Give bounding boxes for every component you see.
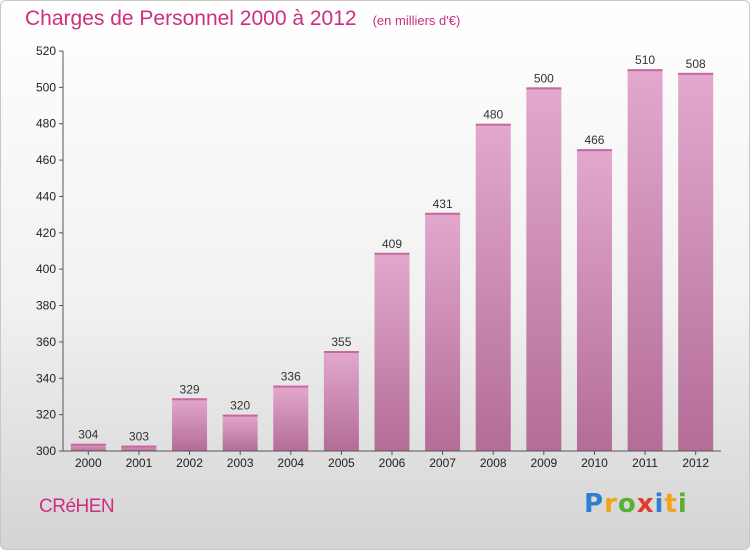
y-tick-label: 500 [36,80,56,94]
bar [526,87,562,451]
y-tick-label: 320 [36,408,56,422]
bar [70,443,106,451]
y-tick-label: 300 [36,444,56,458]
x-tick-label: 2001 [126,456,153,470]
data-label: 510 [635,53,655,67]
data-label: 431 [433,197,453,211]
logo-letter: o [617,489,637,519]
x-tick-label: 2003 [227,456,254,470]
logo-letter: x [636,489,655,519]
x-tick-label: 2004 [277,456,304,470]
bar-cap [374,252,410,255]
y-tick-label: 360 [36,335,56,349]
bar-cap [70,443,106,446]
bar-cap [576,149,612,152]
logo-letter: t [664,489,678,519]
x-tick-label: 2005 [328,456,355,470]
x-tick-label: 2010 [581,456,608,470]
data-label: 409 [382,237,402,251]
bar [627,69,663,451]
x-tick-label: 2008 [480,456,507,470]
bar-cap [526,87,562,90]
y-tick-label: 420 [36,226,56,240]
bar [475,123,511,452]
bar [374,252,410,451]
y-tick-label: 440 [36,189,56,203]
bars-group: 304 303 329 320 336 355 409 431 480 500 466 510 508 [70,53,714,452]
bar-cap [323,351,359,353]
data-label: 466 [584,133,604,147]
bar [273,385,309,451]
data-label: 508 [686,57,706,71]
data-label: 329 [180,382,200,396]
chart-title: Charges de Personnel 2000 à 2012 [25,7,357,30]
y-tick-label: 460 [36,153,56,167]
axes-group: 300 320 340 360 380 400 420 440 460 480 500 520 2000… [36,44,721,470]
y-tick-label: 400 [36,262,56,276]
data-label: 304 [78,428,98,442]
bar [222,414,258,451]
bar [576,149,612,451]
bar-cap [222,414,258,417]
data-label: 320 [230,399,250,413]
logo-letter: r [604,489,618,519]
x-tick-label: 2002 [176,456,203,470]
data-label: 500 [534,71,554,85]
y-tick-label: 520 [36,44,56,58]
bar-cap [425,212,461,215]
bar-cap [273,385,309,388]
logo-letter: P [584,489,605,519]
y-tick-label: 480 [36,117,56,131]
bar [121,445,157,451]
x-tick-label: 2006 [379,456,406,470]
commune-name: CRéHEN [39,496,115,517]
bar [425,212,461,451]
x-tick-label: 2000 [75,456,102,470]
y-tick-label: 380 [36,299,56,313]
x-tick-label: 2011 [632,456,658,470]
bar-cap [172,398,208,401]
data-label: 480 [483,108,503,122]
data-label: 303 [129,430,149,444]
bar-cap [475,123,511,126]
logo-letter: i [654,489,665,519]
bar [172,398,208,451]
bar [678,72,714,452]
data-label: 336 [281,370,301,384]
bar-cap [627,69,663,72]
chart-subtitle: (en milliers d'€) [372,13,461,28]
data-label: 355 [331,335,351,349]
bar [323,351,359,451]
y-tick-label: 340 [36,371,56,385]
logo-letter: i [677,489,688,519]
bar-cap [121,445,157,448]
bar-cap [678,72,714,75]
x-tick-label: 2012 [682,456,709,470]
proxiti-logo[interactable]: Proxiti [584,489,688,519]
x-tick-label: 2007 [429,456,456,470]
x-tick-label: 2009 [530,456,557,470]
title-row: Charges de Personnel 2000 à 2012 (en mil… [25,7,460,31]
